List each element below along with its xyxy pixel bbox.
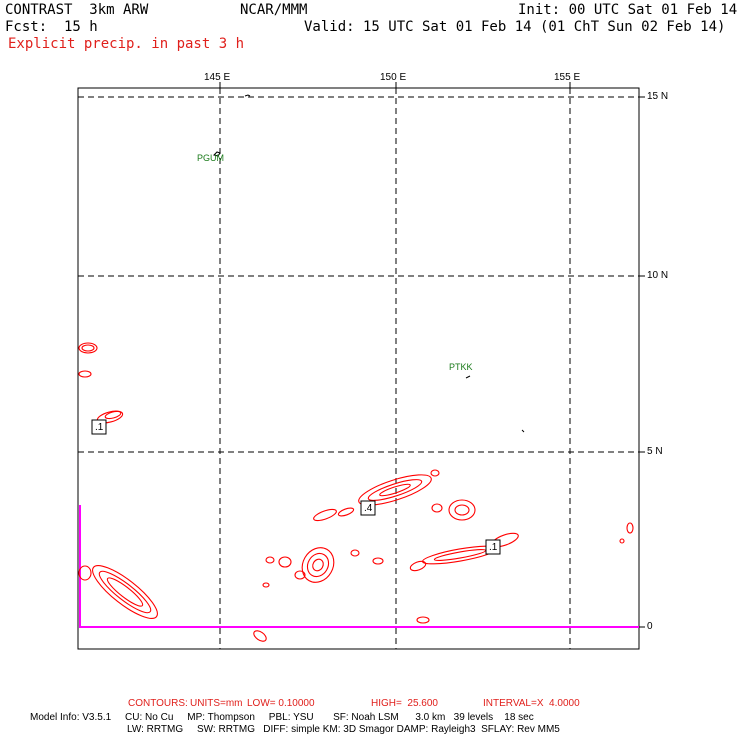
model-info-line2: LW: RRTMG SW: RRTMG DIFF: simple KM: 3D … [127, 724, 560, 735]
precip-contour [294, 570, 306, 580]
contours-prefix: CONTOURS: [128, 698, 188, 709]
precip-contour [278, 556, 292, 568]
station-label-pgum: PGUM [197, 153, 224, 163]
precip-contour [81, 344, 95, 352]
station-label-ptkk: PTKK [449, 362, 473, 372]
precip-contour [306, 552, 330, 578]
organization-label: NCAR/MMM [240, 2, 308, 18]
lat-lon-grid [78, 88, 639, 649]
precip-contour [337, 507, 355, 517]
precip-contour [379, 483, 411, 497]
precip-contour [626, 522, 634, 534]
precip-contour [98, 570, 152, 614]
precip-contour [106, 577, 144, 607]
precip-contour [78, 370, 92, 378]
precip-contour [430, 469, 440, 477]
precip-contour [454, 504, 470, 516]
lat-label-eq: 0 [647, 621, 653, 632]
map-frame [77, 87, 640, 650]
init-time: Init: 00 UTC Sat 01 Feb 14 [518, 2, 738, 18]
island-chuuk [465, 375, 471, 379]
lat-label-15n: 15 N [647, 91, 669, 102]
precip-contour [78, 565, 92, 581]
contours-high: HIGH= 25.600 [371, 698, 438, 709]
valid-time: Valid: 15 UTC Sat 01 Feb 14 (01 ChT Sun … [304, 19, 726, 35]
lon-label-155e: 155 E [554, 72, 581, 83]
precip-contour [409, 560, 427, 572]
contours-interval: INTERVAL=X 4.0000 [483, 698, 580, 709]
precip-contour [350, 549, 360, 557]
precip-contour [448, 499, 476, 521]
precip-contour [372, 557, 384, 565]
island-east [521, 429, 525, 433]
contour-value-label: .4 [364, 503, 373, 514]
precip-contours [78, 342, 634, 642]
precip-contour [265, 556, 275, 564]
precip-contour [92, 565, 158, 619]
lat-label-10n: 10 N [647, 270, 669, 281]
coastlines [213, 94, 525, 433]
domain-boundary [79, 505, 639, 628]
contour-label-box [360, 500, 376, 516]
island-north [244, 94, 251, 97]
contour-value-label: .1 [95, 422, 104, 433]
contour-label-box [91, 419, 107, 435]
precip-contour [433, 549, 487, 561]
lon-label-150e: 150 E [380, 72, 407, 83]
forecast-label: Fcst: [5, 19, 48, 35]
precip-contour [619, 538, 625, 544]
island-guam [213, 151, 221, 157]
contours-units: UNITS=mm [190, 698, 243, 709]
precip-contour [312, 558, 324, 572]
lon-label-145e: 145 E [204, 72, 231, 83]
field-name: Explicit precip. in past 3 h [8, 36, 245, 52]
lat-label-5n: 5 N [647, 446, 663, 457]
contours-low: LOW= 0.10000 [247, 698, 315, 709]
precip-contour [313, 508, 337, 522]
tick-marks [219, 82, 645, 628]
precip-contour [301, 547, 335, 583]
precip-contour [104, 410, 122, 420]
precip-contour [262, 582, 270, 588]
precip-contour [358, 474, 432, 506]
model-title: CONTRAST 3km ARW [5, 2, 149, 18]
contour-label-boxes [91, 419, 501, 555]
precip-contour [431, 503, 443, 513]
precip-contour [78, 342, 98, 354]
contour-label-box [485, 539, 501, 555]
precip-contour [253, 630, 267, 642]
precip-contour [367, 479, 423, 501]
model-info-line1: Model Info: V3.5.1 CU: No Cu MP: Thompso… [30, 712, 534, 723]
contour-value-label: .1 [489, 542, 498, 553]
precip-contour [416, 616, 430, 624]
forecast-hours: 15 h [64, 19, 98, 35]
